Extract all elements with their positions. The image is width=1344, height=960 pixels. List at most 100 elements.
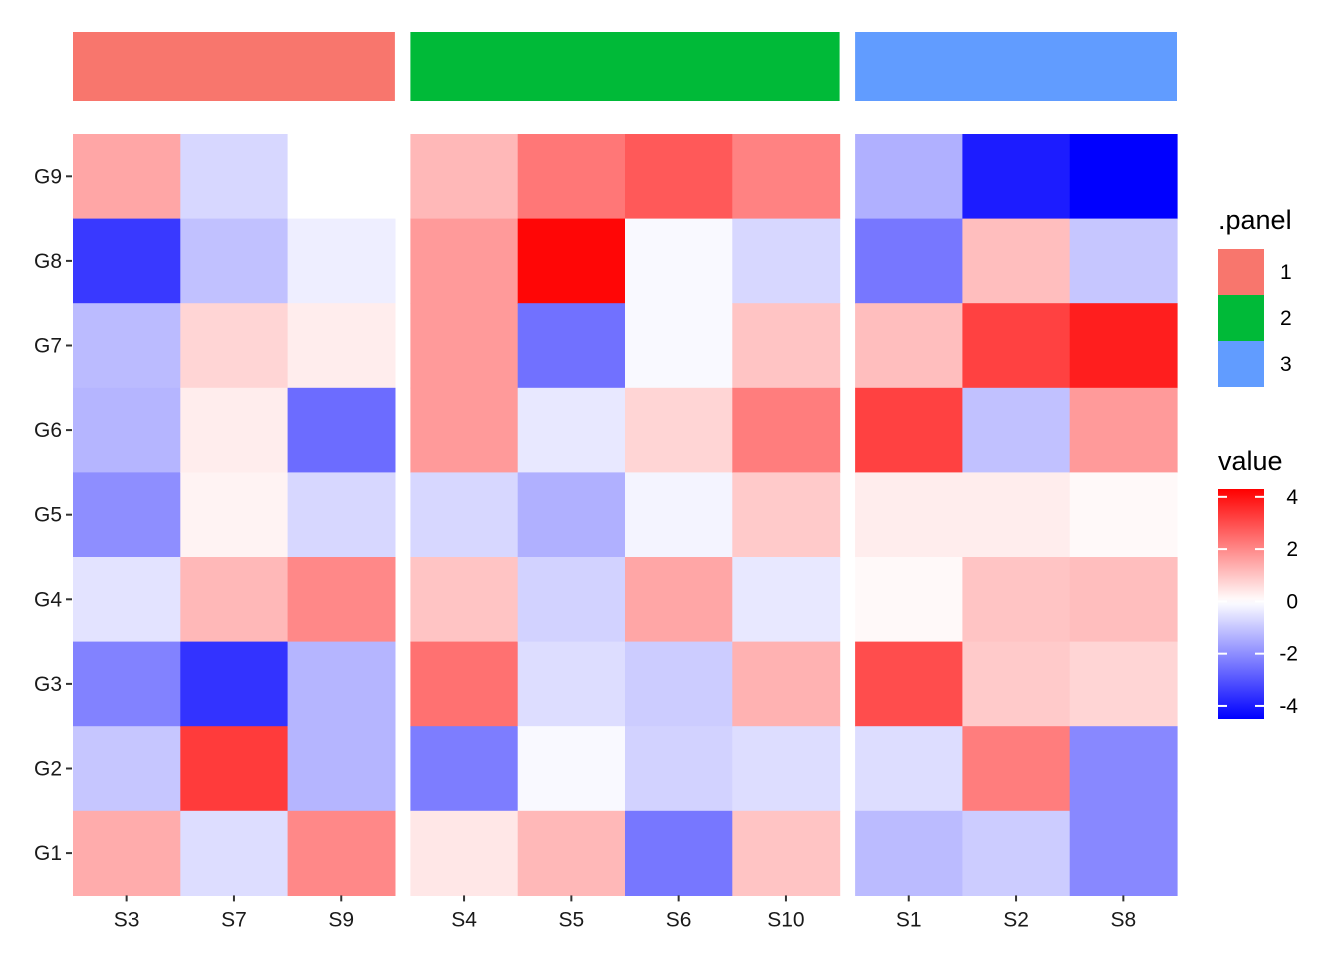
panel-legend-label-1: 1 bbox=[1280, 261, 1292, 284]
cell-G5-S10 bbox=[732, 472, 841, 558]
y-axis: G9 G8 G7 G6 G5 G4 G3 G2 G1 bbox=[34, 165, 72, 865]
cell-G2-S7 bbox=[180, 726, 289, 812]
cell-G7-S1 bbox=[855, 303, 963, 389]
x-axis: S3 S7 S9 S4 S5 S6 S10 S1 S2 S8 bbox=[114, 895, 1136, 931]
cell-G4-S7 bbox=[180, 557, 289, 643]
cell-G2-S6 bbox=[625, 726, 733, 812]
cell-G4-S9 bbox=[287, 557, 396, 643]
cell-G9-S6 bbox=[625, 134, 733, 220]
panel-legend: .panel 1 2 3 bbox=[1218, 205, 1292, 387]
cell-G8-S5 bbox=[517, 218, 626, 304]
cell-G9-S9 bbox=[287, 134, 396, 220]
colorbar-label: 0 bbox=[1286, 590, 1298, 613]
cell-G9-S7 bbox=[180, 134, 289, 220]
x-tick-label-S3: S3 bbox=[114, 908, 140, 931]
cell-G1-S2 bbox=[962, 810, 1071, 896]
cell-G3-S1 bbox=[855, 641, 963, 727]
cell-G4-S5 bbox=[517, 557, 626, 643]
cell-G6-S10 bbox=[732, 387, 841, 473]
cell-G4-S3 bbox=[73, 557, 181, 643]
cell-G2-S5 bbox=[517, 726, 626, 812]
cell-G5-S7 bbox=[180, 472, 289, 558]
panel-strip-2 bbox=[410, 32, 840, 101]
panel-strip-3 bbox=[855, 32, 1177, 101]
cell-G8-S2 bbox=[962, 218, 1071, 304]
cell-G9-S3 bbox=[73, 134, 181, 220]
cell-G5-S5 bbox=[517, 472, 626, 558]
cell-G2-S9 bbox=[287, 726, 396, 812]
cell-G7-S7 bbox=[180, 303, 289, 389]
cell-G1-S5 bbox=[517, 810, 626, 896]
cell-G3-S9 bbox=[287, 641, 396, 727]
cell-G6-S9 bbox=[287, 387, 396, 473]
y-tick-label-G1: G1 bbox=[34, 842, 62, 865]
y-tick-label-G7: G7 bbox=[34, 335, 62, 358]
panel-legend-label-3: 3 bbox=[1280, 353, 1292, 376]
cell-G3-S2 bbox=[962, 641, 1071, 727]
cell-G7-S5 bbox=[517, 303, 626, 389]
cell-G2-S1 bbox=[855, 726, 963, 812]
x-tick-label-S7: S7 bbox=[221, 908, 247, 931]
cell-G9-S1 bbox=[855, 134, 963, 220]
panel-legend-label-2: 2 bbox=[1280, 307, 1292, 330]
cell-G6-S6 bbox=[625, 387, 733, 473]
cell-G7-S10 bbox=[732, 303, 841, 389]
cell-G3-S8 bbox=[1069, 641, 1178, 727]
cell-G8-S4 bbox=[410, 218, 519, 304]
cell-G7-S8 bbox=[1069, 303, 1178, 389]
cell-G7-S2 bbox=[962, 303, 1071, 389]
panel-strip-1 bbox=[73, 32, 395, 101]
cell-G2-S3 bbox=[73, 726, 181, 812]
colorbar-label: -2 bbox=[1279, 643, 1298, 666]
cell-G1-S3 bbox=[73, 810, 181, 896]
panel-annotation-strips bbox=[73, 32, 1177, 101]
cell-G5-S4 bbox=[410, 472, 519, 558]
cell-G5-S9 bbox=[287, 472, 396, 558]
cell-G4-S10 bbox=[732, 557, 841, 643]
value-legend-title: value bbox=[1218, 446, 1283, 476]
colorbar-label: 2 bbox=[1286, 538, 1298, 561]
cell-G8-S1 bbox=[855, 218, 963, 304]
cell-G9-S10 bbox=[732, 134, 841, 220]
cell-G3-S6 bbox=[625, 641, 733, 727]
cell-G7-S9 bbox=[287, 303, 396, 389]
x-tick-label-S4: S4 bbox=[451, 908, 477, 931]
y-tick-label-G6: G6 bbox=[34, 419, 62, 442]
cell-G1-S9 bbox=[287, 810, 396, 896]
cell-G1-S8 bbox=[1069, 810, 1178, 896]
cell-G7-S3 bbox=[73, 303, 181, 389]
cell-G9-S4 bbox=[410, 134, 519, 220]
x-tick-label-S6: S6 bbox=[666, 908, 692, 931]
cell-G1-S10 bbox=[732, 810, 841, 896]
cell-G4-S2 bbox=[962, 557, 1071, 643]
cell-G7-S4 bbox=[410, 303, 519, 389]
panel-legend-title: .panel bbox=[1218, 205, 1292, 235]
cell-G8-S10 bbox=[732, 218, 841, 304]
y-tick-label-G2: G2 bbox=[34, 758, 62, 781]
cell-G6-S7 bbox=[180, 387, 289, 473]
cell-G3-S3 bbox=[73, 641, 181, 727]
x-tick-label-S8: S8 bbox=[1111, 908, 1137, 931]
cell-G4-S8 bbox=[1069, 557, 1178, 643]
cell-G2-S2 bbox=[962, 726, 1071, 812]
x-tick-label-S1: S1 bbox=[896, 908, 922, 931]
value-colorbar bbox=[1218, 489, 1264, 719]
cell-G8-S9 bbox=[287, 218, 396, 304]
cell-G5-S8 bbox=[1069, 472, 1178, 558]
cell-G3-S7 bbox=[180, 641, 289, 727]
heatmap-cells bbox=[73, 134, 1178, 896]
value-legend: value 4 2 0 -2 -4 bbox=[1218, 446, 1298, 719]
y-tick-label-G5: G5 bbox=[34, 504, 62, 527]
cell-G2-S8 bbox=[1069, 726, 1178, 812]
cell-G6-S3 bbox=[73, 387, 181, 473]
cell-G6-S8 bbox=[1069, 387, 1178, 473]
cell-G6-S2 bbox=[962, 387, 1071, 473]
cell-G2-S4 bbox=[410, 726, 519, 812]
y-tick-label-G9: G9 bbox=[34, 165, 62, 188]
cell-G4-S6 bbox=[625, 557, 733, 643]
cell-G4-S1 bbox=[855, 557, 963, 643]
cell-G8-S6 bbox=[625, 218, 733, 304]
x-tick-label-S10: S10 bbox=[767, 908, 804, 931]
panel-legend-key-3 bbox=[1218, 341, 1264, 387]
